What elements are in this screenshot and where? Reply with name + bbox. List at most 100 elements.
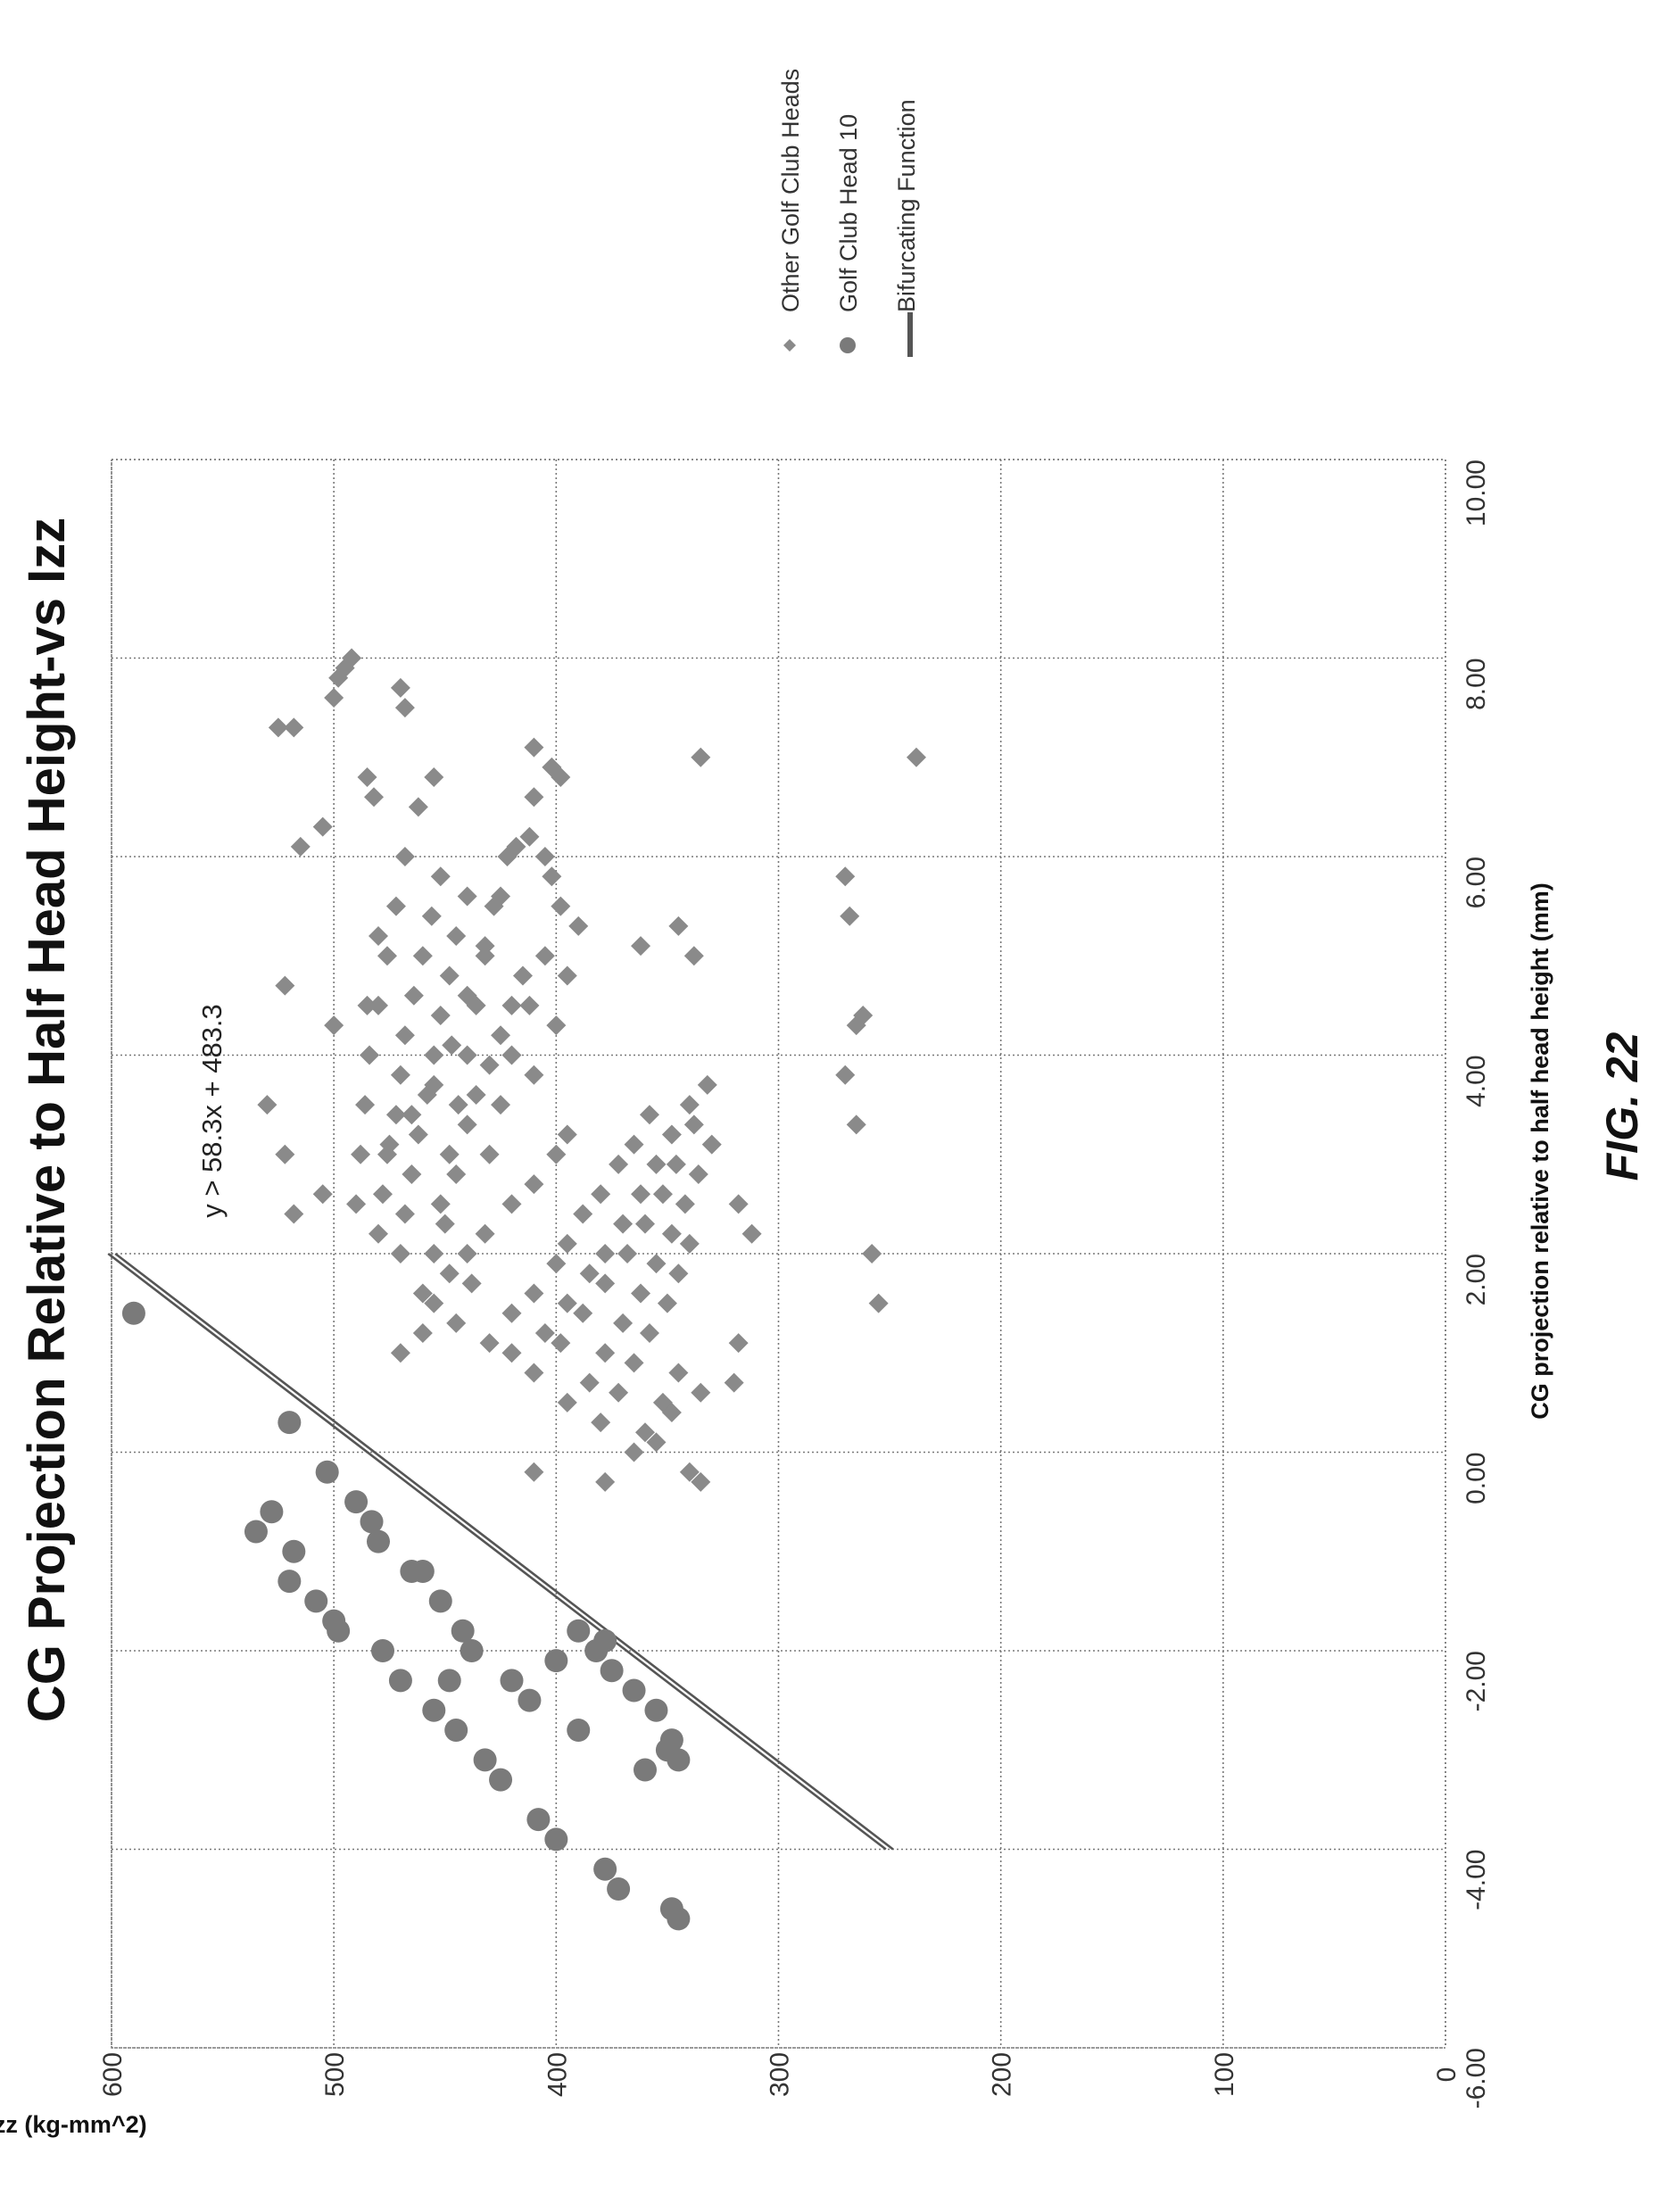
legend-label-function: Bifurcating Function [893,99,920,312]
other-head-point [501,1303,522,1323]
other-head-point [412,946,433,966]
head10-point [422,1698,446,1722]
y-tick-label: 300 [766,2052,795,2097]
other-head-point [408,1124,428,1145]
head10-point [567,1619,591,1643]
other-head-point [479,1144,500,1164]
other-head-point [360,1045,380,1065]
other-head-point [624,1353,644,1373]
other-head-point [312,816,333,837]
other-head-point [524,1065,544,1085]
other-head-point [402,1105,422,1125]
head10-point [622,1678,646,1702]
other-head-point [394,698,415,718]
other-head-point [557,1233,577,1254]
head10-point [367,1529,390,1553]
head10-point [593,1857,617,1881]
other-head-point [557,1124,577,1145]
legend-item-other-heads: Other Golf Club Heads [777,69,804,352]
bifurcating-function-line [107,1252,887,1851]
other-head-point [631,936,651,957]
other-head-point [846,1114,866,1135]
head10-point [444,1719,468,1742]
head10-point [634,1758,657,1782]
other-head-point [624,1442,644,1462]
other-head-point [661,1124,682,1145]
other-head-point [679,1233,700,1254]
other-head-point [346,1194,367,1214]
other-head-point [512,965,533,986]
other-head-point [457,1114,477,1135]
head10-point [344,1490,369,1514]
other-head-point [595,1471,616,1492]
head10-point [518,1688,542,1712]
other-head-point [724,1372,744,1393]
x-tick-label: 4.00 [1462,1056,1491,1107]
y-tick-label: 500 [320,2052,350,2097]
head10-point [600,1659,624,1683]
other-head-point [369,995,388,1015]
other-head-point [635,1422,655,1443]
other-head-point [390,677,410,698]
other-head-point [728,1194,749,1214]
other-head-point [613,1313,634,1333]
x-tick-label: -6.00 [1462,2048,1491,2108]
other-head-point [324,1015,344,1036]
other-head-point [639,1105,659,1125]
other-head-point [466,995,486,1015]
y-axis-title: Izz (kg-mm^2) [0,2111,147,2138]
other-head-point [668,1363,689,1383]
other-head-point [691,747,711,767]
y-tick-label: 0 [1432,2067,1462,2083]
head10-point [121,1301,145,1325]
other-head-point [430,866,451,887]
head10-point [667,1748,691,1772]
other-head-point [679,1462,700,1482]
other-head-point [534,946,555,966]
other-head-point [435,1214,455,1234]
other-head-point [491,1025,511,1046]
other-head-point [524,1462,544,1482]
other-head-point [284,1204,304,1224]
other-head-point [501,1045,522,1065]
other-head-point [524,1174,544,1195]
other-head-point [546,1254,567,1274]
other-head-point [424,1244,444,1263]
x-tick-label: -4.00 [1462,1850,1491,1910]
other-head-point [691,1382,711,1403]
other-head-point [412,1283,433,1304]
other-head-point [595,1343,616,1363]
other-head-point [546,1015,567,1036]
other-head-point [369,1223,388,1244]
other-head-point [501,1194,522,1214]
other-head-point [668,915,689,936]
other-head-point [595,1244,616,1263]
other-head-point [390,1065,410,1085]
other-head-point [491,1095,511,1115]
other-head-point [430,1194,451,1214]
other-head-point [290,836,311,857]
head10-point [667,1907,691,1931]
other-head-point [906,747,926,767]
head10-point [593,1628,617,1653]
other-head-point [661,1403,682,1422]
head10-point [277,1411,302,1435]
other-head-point [394,1204,415,1224]
head10-point [277,1570,302,1594]
legend-label-head10: Golf Club Head 10 [835,114,862,312]
other-head-point [524,737,544,758]
other-head-point [835,1065,856,1085]
other-head-point [666,1154,686,1174]
other-head-point [461,1273,482,1294]
other-head-point [646,1154,667,1174]
other-head-point [475,946,495,966]
head10-point [473,1748,497,1772]
other-head-point [446,1164,467,1184]
chart-title: CG Projection Relative to Half Head Heig… [18,518,76,1722]
other-head-point [652,1184,673,1205]
other-head-point [448,1095,468,1115]
other-head-point [657,1293,677,1313]
head10-point [607,1877,631,1901]
x-tick-label: 6.00 [1462,857,1491,908]
other-head-point [631,1283,651,1304]
